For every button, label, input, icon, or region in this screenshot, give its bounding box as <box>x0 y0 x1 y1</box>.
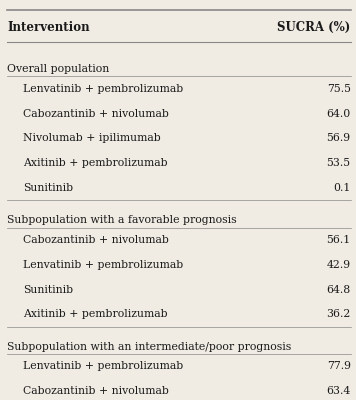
Text: Subpopulation with a favorable prognosis: Subpopulation with a favorable prognosis <box>7 216 237 226</box>
Text: Sunitinib: Sunitinib <box>23 285 73 295</box>
Text: 42.9: 42.9 <box>326 260 351 270</box>
Text: Sunitinib: Sunitinib <box>23 183 73 193</box>
Text: 0.1: 0.1 <box>333 183 351 193</box>
Text: 63.4: 63.4 <box>326 386 351 396</box>
Text: Axitinib + pembrolizumab: Axitinib + pembrolizumab <box>23 158 168 168</box>
Text: Nivolumab + ipilimumab: Nivolumab + ipilimumab <box>23 134 161 144</box>
Text: SUCRA (%): SUCRA (%) <box>277 21 351 34</box>
Text: Lenvatinib + pembrolizumab: Lenvatinib + pembrolizumab <box>23 260 183 270</box>
Text: Cabozantinib + nivolumab: Cabozantinib + nivolumab <box>23 386 169 396</box>
Text: 77.9: 77.9 <box>327 362 351 372</box>
Text: 53.5: 53.5 <box>326 158 351 168</box>
Text: Lenvatinib + pembrolizumab: Lenvatinib + pembrolizumab <box>23 84 183 94</box>
Text: Subpopulation with an intermediate/poor prognosis: Subpopulation with an intermediate/poor … <box>7 342 291 352</box>
Text: 64.8: 64.8 <box>326 285 351 295</box>
Text: Intervention: Intervention <box>7 21 90 34</box>
Text: Axitinib + pembrolizumab: Axitinib + pembrolizumab <box>23 310 168 320</box>
Text: Cabozantinib + nivolumab: Cabozantinib + nivolumab <box>23 235 169 245</box>
Text: Lenvatinib + pembrolizumab: Lenvatinib + pembrolizumab <box>23 362 183 372</box>
Text: Overall population: Overall population <box>7 64 109 74</box>
Text: 56.1: 56.1 <box>326 235 351 245</box>
Text: Cabozantinib + nivolumab: Cabozantinib + nivolumab <box>23 109 169 119</box>
Text: 64.0: 64.0 <box>326 109 351 119</box>
Text: 75.5: 75.5 <box>327 84 351 94</box>
Text: 36.2: 36.2 <box>326 310 351 320</box>
Text: 56.9: 56.9 <box>326 134 351 144</box>
